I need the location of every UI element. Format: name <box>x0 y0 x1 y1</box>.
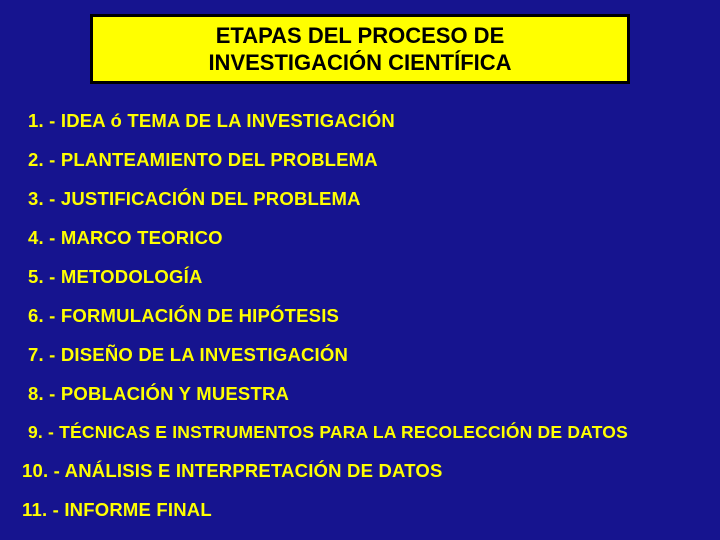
slide-title: ETAPAS DEL PROCESO DE INVESTIGACIÓN CIEN… <box>208 22 511 77</box>
title-line-1: ETAPAS DEL PROCESO DE <box>216 23 505 48</box>
list-item: 6. - FORMULACIÓN DE HIPÓTESIS <box>28 305 700 327</box>
list-item: 3. - JUSTIFICACIÓN DEL PROBLEMA <box>28 188 700 210</box>
list-item: 9. - TÉCNICAS E INSTRUMENTOS PARA LA REC… <box>28 422 700 443</box>
list-item: 10. - ANÁLISIS E INTERPRETACIÓN DE DATOS <box>22 460 700 482</box>
list-item: 7. - DISEÑO DE LA INVESTIGACIÓN <box>28 344 700 366</box>
list-item: 1. - IDEA ó TEMA DE LA INVESTIGACIÓN <box>28 110 700 132</box>
list-item: 2. - PLANTEAMIENTO DEL PROBLEMA <box>28 149 700 171</box>
list-item: 8. - POBLACIÓN Y MUESTRA <box>28 383 700 405</box>
list-item: 4. - MARCO TEORICO <box>28 227 700 249</box>
title-box: ETAPAS DEL PROCESO DE INVESTIGACIÓN CIEN… <box>90 14 630 84</box>
title-line-2: INVESTIGACIÓN CIENTÍFICA <box>208 50 511 75</box>
list-item: 11. - INFORME FINAL <box>22 499 700 521</box>
list-item: 5. - METODOLOGÍA <box>28 266 700 288</box>
stages-list: 1. - IDEA ó TEMA DE LA INVESTIGACIÓN 2. … <box>28 110 700 538</box>
